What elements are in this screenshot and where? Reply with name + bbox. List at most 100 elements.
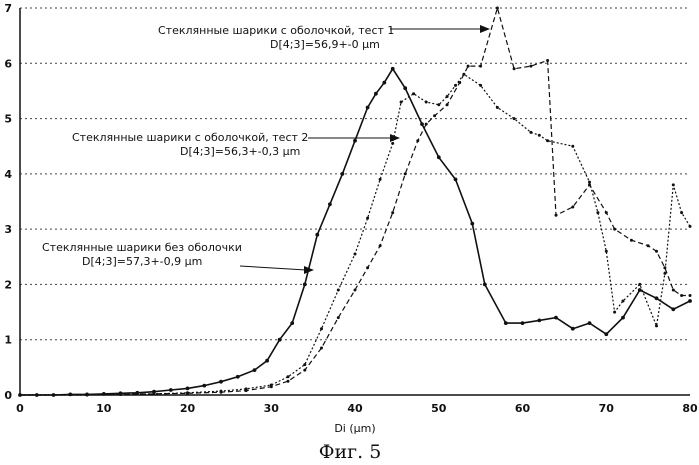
series-2-point	[391, 141, 395, 145]
annotation-test-2-line1: Стеклянные шарики с оболочкой, тест 2	[72, 131, 308, 144]
y-tick-label: 7	[4, 2, 12, 15]
series-2-point	[437, 103, 441, 107]
series-0-point	[420, 122, 424, 126]
series-2-point	[18, 393, 22, 397]
series-0-point	[453, 177, 458, 182]
series-2-point	[412, 92, 416, 96]
series-1-point	[512, 67, 516, 71]
series-2-point	[219, 389, 223, 393]
series-1-point	[445, 103, 449, 107]
series-1-point	[613, 227, 617, 231]
series-2-point	[399, 100, 403, 104]
series-2-point	[604, 249, 608, 253]
series-1-point	[403, 172, 407, 176]
annotation-uncoated-line2: D[4;3]=57,3+-0,9 µm	[82, 255, 202, 268]
series-1-point	[416, 139, 420, 143]
series-0	[18, 66, 692, 397]
annotation-uncoated-arrowhead	[304, 266, 314, 274]
series-1-point	[424, 122, 428, 126]
y-tick-label: 0	[4, 389, 12, 402]
series-0-point	[470, 221, 475, 226]
series-1-point	[554, 213, 558, 217]
series-1-point	[336, 316, 340, 320]
series-1-point	[495, 6, 499, 10]
series-0-point	[277, 337, 282, 342]
series-2-point	[571, 144, 575, 148]
series-0-point	[570, 326, 575, 331]
series-1-point	[391, 211, 395, 215]
series-0-point	[671, 307, 676, 312]
series-0-point	[328, 202, 332, 207]
series-2-point	[546, 139, 550, 143]
x-axis-label: Di (µm)	[334, 422, 375, 435]
series-2-point	[663, 271, 667, 275]
series-1-point	[366, 266, 370, 270]
series-2-point	[244, 387, 248, 391]
series-2	[18, 72, 692, 397]
y-tick-label: 4	[4, 168, 12, 181]
grid-lines	[20, 7, 690, 341]
series-2-point	[152, 392, 156, 396]
series-2-point	[378, 177, 382, 181]
series-1-point	[529, 64, 533, 68]
series-0-point	[482, 282, 487, 287]
series-2-point	[638, 282, 642, 286]
series-0-point	[353, 138, 357, 143]
x-tick-label: 20	[180, 402, 196, 415]
annotation-test-2: Стеклянные шарики с оболочкой, тест 2 D[…	[72, 131, 400, 158]
series-0-point	[315, 232, 320, 237]
series-0-point	[265, 358, 269, 363]
annotation-test-1-line2: D[4;3]=56,9+-0 µm	[270, 38, 380, 51]
series-2-point	[119, 392, 122, 396]
x-tick-label: 60	[515, 402, 531, 415]
series-0-point	[152, 389, 156, 394]
series-1-point	[671, 288, 675, 292]
annotation-test-2-arrowhead	[390, 134, 400, 142]
series-1-point	[655, 249, 658, 253]
series-1-point	[646, 244, 650, 248]
y-tick-label: 5	[4, 113, 12, 126]
series-0-point	[252, 368, 257, 372]
series-1	[18, 5, 692, 397]
series-1-point	[688, 294, 692, 297]
x-tick-label: 0	[16, 402, 24, 415]
series-1-point	[588, 183, 591, 187]
x-tick-label: 80	[682, 402, 698, 415]
series-0-point	[302, 282, 307, 287]
series-line-0	[20, 67, 691, 396]
x-tick-label: 40	[347, 402, 363, 415]
annotation-uncoated-line1: Стеклянные шарики без оболочки	[42, 241, 242, 254]
series-2-point	[479, 83, 483, 87]
series-0-point	[621, 315, 625, 320]
series-2-point	[655, 324, 658, 328]
series-2-point	[529, 130, 533, 134]
series-2-point	[320, 327, 323, 331]
series-1-point	[479, 64, 483, 68]
axes	[19, 8, 690, 396]
series-0-point	[436, 155, 441, 160]
series-2-point	[424, 100, 428, 104]
series-2-point	[613, 310, 617, 314]
series-0-point	[403, 86, 408, 91]
series-1-point	[546, 59, 550, 62]
series-0-point	[219, 379, 223, 384]
y-tick-label: 2	[4, 278, 12, 291]
annotation-test-1-arrowhead	[480, 25, 490, 33]
series-2-point	[680, 211, 684, 215]
x-tick-label: 50	[431, 402, 447, 415]
series-1-point	[286, 379, 290, 383]
series-2-point	[688, 224, 692, 228]
series-1-point	[320, 346, 323, 350]
series-2-point	[303, 363, 307, 367]
x-tick-label: 10	[96, 402, 112, 415]
series-0-point	[554, 315, 558, 320]
series-2-point	[588, 180, 591, 184]
series-2-point	[186, 391, 189, 395]
series-2-point	[537, 133, 541, 137]
series-1-point	[353, 288, 357, 292]
series-2-point	[366, 216, 370, 220]
series-1-point	[466, 64, 470, 68]
series-2-point	[621, 299, 625, 303]
series-1-point	[571, 205, 575, 209]
